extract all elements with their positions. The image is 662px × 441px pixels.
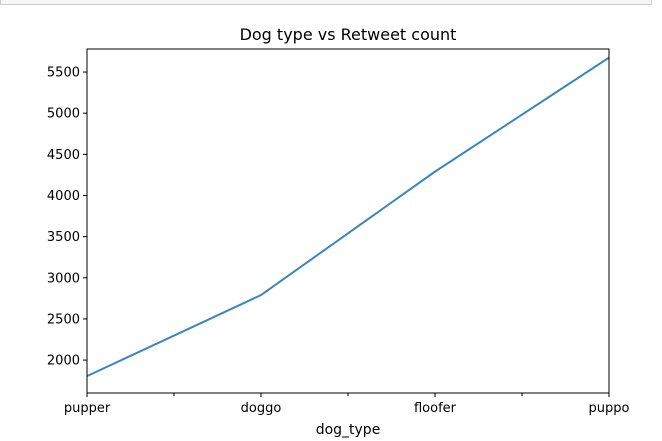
x-tick-label: doggo bbox=[241, 401, 282, 416]
x-tick-label: pupper bbox=[64, 401, 111, 416]
y-tick-label: 5000 bbox=[47, 107, 80, 122]
y-tick-label: 2000 bbox=[47, 354, 80, 369]
y-tick-label: 3500 bbox=[47, 230, 80, 245]
x-tick-label: puppo bbox=[589, 401, 630, 416]
y-tick-label: 4000 bbox=[47, 189, 80, 204]
y-tick-label: 3000 bbox=[47, 271, 80, 286]
x-axis-ticks: pupper doggo floofer puppo bbox=[64, 393, 630, 416]
plot-frame bbox=[86, 48, 610, 394]
chart-title: Dog type vs Retweet count bbox=[240, 25, 457, 44]
y-tick-label: 5500 bbox=[47, 66, 80, 81]
x-tick-label: floofer bbox=[414, 401, 457, 416]
x-axis-label: dog_type bbox=[316, 422, 381, 438]
series-lines bbox=[86, 56, 610, 378]
y-tick-label: 2500 bbox=[47, 312, 80, 327]
y-axis-ticks: 2000 2500 3000 3500 4000 4500 5000 5500 bbox=[47, 66, 87, 369]
series-line bbox=[86, 56, 610, 378]
notebook-cell-edge bbox=[0, 0, 652, 5]
y-tick-label: 4500 bbox=[47, 148, 80, 163]
